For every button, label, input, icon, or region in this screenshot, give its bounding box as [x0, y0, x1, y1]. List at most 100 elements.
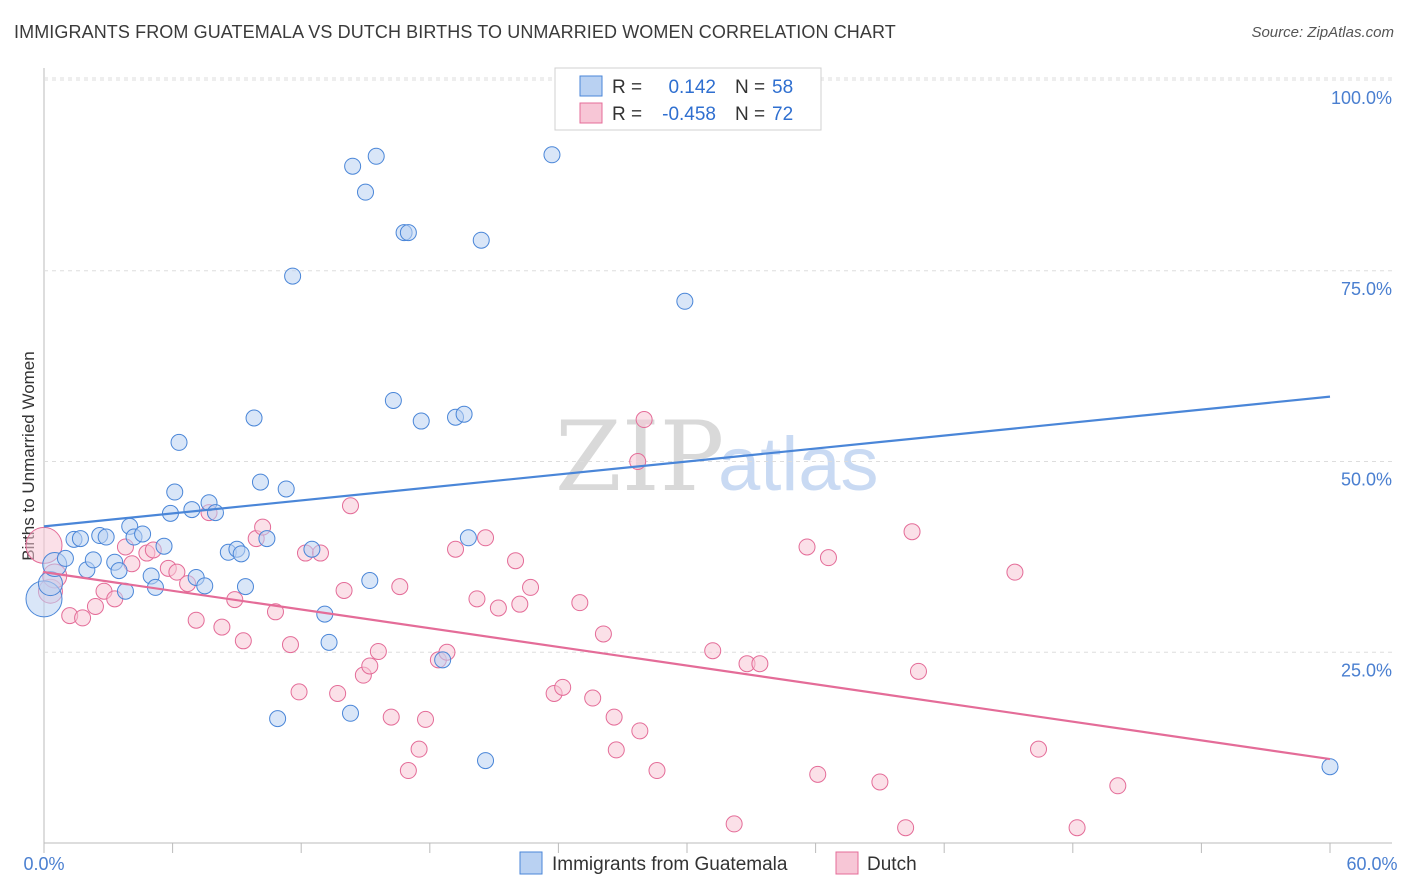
dutch-point-52 — [605, 708, 623, 726]
trend-lines — [43, 395, 1331, 761]
legend-swatch-dutch — [579, 102, 603, 124]
guatemala-point-57 — [1321, 758, 1339, 776]
guatemala-trend-line — [43, 395, 1331, 528]
guatemala-point-33 — [258, 530, 276, 548]
guatemala-point-22 — [183, 501, 201, 519]
dutch-point-46 — [522, 578, 540, 596]
legend-n-value-1: 58 — [772, 77, 793, 98]
dutch-trend-line — [43, 571, 1331, 761]
x-ticks — [43, 843, 1331, 853]
legend-r-value-2: -0.458 — [662, 104, 716, 125]
dutch-point-57 — [648, 762, 666, 780]
y-tick-label-75: 75.0% — [1341, 279, 1392, 299]
legend-n-label-1: N = — [735, 77, 765, 98]
y-tick-label-50: 50.0% — [1341, 470, 1392, 490]
dutch-point-61 — [751, 655, 769, 673]
legend-r-label-1: R = — [612, 77, 642, 98]
chart-title: IMMIGRANTS FROM GUATEMALA VS DUTCH BIRTH… — [14, 22, 896, 42]
guatemala-point-31 — [245, 409, 263, 427]
source-label: Source: ZipAtlas.com — [1251, 24, 1394, 41]
dutch-point-19 — [234, 632, 252, 650]
bottom-legend-swatch-dutch — [835, 851, 859, 875]
guatemala-point-41 — [357, 183, 374, 201]
guatemala-point-32 — [251, 473, 269, 491]
guatemala-point-44 — [367, 147, 385, 165]
dutch-point-65 — [871, 773, 889, 791]
dutch-point-58 — [704, 642, 722, 660]
legend-swatch-guatemala — [579, 75, 603, 97]
dutch-point-13 — [168, 563, 186, 581]
dutch-point-56 — [631, 722, 649, 740]
bottom-legend-label-guatemala: Immigrants from Guatemala — [552, 854, 788, 875]
guatemala-point-53 — [472, 231, 490, 249]
guatemala-point-5 — [71, 530, 89, 548]
series-legend: Immigrants from Guatemala Dutch — [519, 851, 917, 875]
dutch-point-71 — [1068, 819, 1086, 837]
legend-n-value-2: 72 — [772, 104, 793, 125]
dutch-point-34 — [391, 578, 409, 596]
bottom-legend-swatch-guatemala — [519, 851, 543, 875]
guatemala-point-48 — [412, 412, 430, 430]
dutch-point-69 — [1006, 563, 1024, 581]
y-tick-label-25: 25.0% — [1341, 660, 1392, 680]
guatemala-point-45 — [384, 391, 402, 409]
y-tick-labels: 25.0% 50.0% 75.0% 100.0% — [1331, 88, 1392, 680]
dutch-point-45 — [511, 595, 529, 613]
guatemala-point-43 — [361, 572, 379, 590]
dutch-point-54 — [635, 411, 653, 429]
y-axis-label: Births to Unmarried Women — [19, 351, 38, 560]
bottom-legend-label-dutch: Dutch — [867, 854, 917, 875]
guatemala-point-18 — [155, 537, 173, 555]
legend-r-label-2: R = — [612, 104, 642, 125]
x-tick-label-max: 60.0% — [1346, 854, 1397, 874]
watermark-atlas: atlas — [718, 422, 879, 507]
dutch-point-17 — [213, 618, 231, 636]
guatemala-point-9 — [97, 528, 115, 546]
guatemala-point-26 — [206, 504, 224, 522]
gridlines — [44, 77, 1392, 653]
dutch-point-66 — [897, 819, 915, 837]
guatemala-point-3 — [56, 549, 74, 567]
dutch-point-33 — [382, 708, 400, 726]
dutch-point-35 — [399, 762, 417, 780]
guatemala-point-35 — [277, 480, 295, 498]
dutch-point-41 — [468, 590, 486, 608]
dutch-point-42 — [477, 529, 495, 547]
guatemala-point-56 — [676, 292, 694, 310]
dutch-point-28 — [335, 581, 353, 599]
guatemala-point-52 — [459, 529, 477, 547]
dutch-point-72 — [1109, 777, 1127, 795]
dutch-point-40 — [447, 540, 465, 558]
y-tick-label-100: 100.0% — [1331, 88, 1392, 108]
guatemala-point-11 — [110, 562, 128, 580]
dutch-point-53 — [607, 741, 625, 759]
guatemala-point-21 — [170, 433, 188, 451]
guatemala-point-37 — [303, 540, 321, 558]
dutch-point-23 — [281, 636, 299, 654]
guatemala-point-7 — [84, 551, 102, 569]
guatemala-point-39 — [320, 633, 338, 651]
dutch-point-64 — [819, 549, 837, 567]
dutch-point-67 — [903, 523, 921, 541]
dutch-point-24 — [290, 683, 308, 701]
dutch-point-4 — [74, 609, 92, 627]
guatemala-point-54 — [477, 752, 495, 770]
dutch-point-62 — [798, 538, 816, 556]
series-guatemala-points — [25, 146, 1339, 776]
x-tick-label-min: 0.0% — [23, 854, 64, 874]
dutch-point-31 — [361, 657, 379, 675]
dutch-point-22 — [266, 603, 284, 621]
guatemala-point-42 — [344, 157, 362, 175]
dutch-point-27 — [329, 684, 347, 702]
dutch-point-5 — [86, 597, 104, 615]
dutch-point-29 — [341, 497, 359, 515]
dutch-point-48 — [554, 678, 572, 696]
guatemala-point-20 — [166, 483, 184, 501]
dutch-point-50 — [584, 689, 602, 707]
guatemala-point-55 — [543, 146, 561, 164]
guatemala-point-49 — [434, 651, 452, 669]
guatemala-point-15 — [134, 525, 152, 543]
guatemala-point-47 — [399, 224, 417, 242]
dutch-point-70 — [1030, 740, 1048, 758]
